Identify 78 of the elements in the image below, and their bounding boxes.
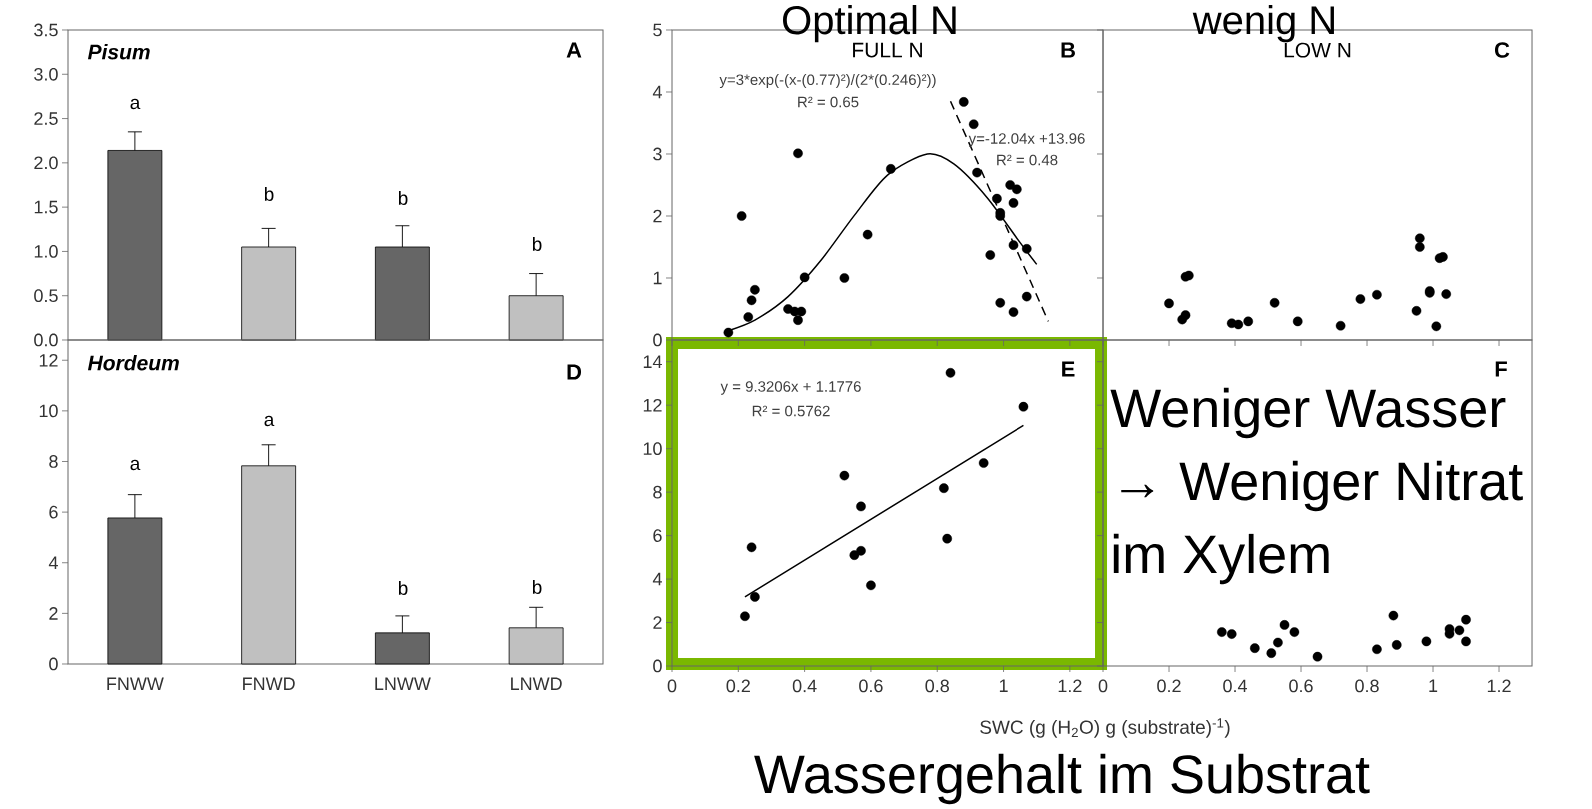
y-tick-label: 0	[49, 657, 58, 671]
y-tick-label: 4	[48, 556, 58, 569]
x-tick-label: 0.2	[726, 679, 750, 693]
annotation: b	[532, 580, 542, 594]
annotation: b	[264, 187, 274, 201]
chart-title: FULL N	[853, 42, 922, 58]
y-tick-label: 0.0	[34, 333, 58, 347]
y-tick-label: 3	[653, 147, 662, 161]
x-tick-label: 0.8	[925, 679, 949, 693]
y-tick-label: 1.0	[34, 245, 58, 258]
annotation: F	[1495, 361, 1507, 377]
y-tick-label: 0	[653, 333, 662, 347]
annotation: a	[130, 98, 141, 110]
y-tick-label: 0	[653, 659, 662, 673]
y-tick-label: 10	[39, 404, 58, 418]
annotation: wenig N	[1192, 5, 1334, 43]
y-tick-label: 10	[643, 442, 662, 456]
x-tick-label: LNWW	[375, 677, 431, 690]
chart-title: LOW N	[1284, 42, 1351, 58]
y-tick-label: 8	[49, 455, 58, 468]
x-tick-label: 1.2	[1058, 679, 1082, 693]
x-tick-label: 0.6	[1289, 679, 1313, 693]
x-tick-label: 1.2	[1487, 679, 1511, 693]
x-axis-title: SWC (g (H$_{2}$O) g (substrate)$^{-1}$)	[980, 718, 1230, 738]
y-tick-label: 2	[653, 209, 662, 223]
y-tick-label: 2.5	[34, 112, 58, 125]
x-tick-label: 1	[1429, 679, 1438, 692]
x-tick-label: 1	[999, 679, 1008, 692]
y-tick-label: 4	[652, 572, 662, 586]
y-tick-label: 2.0	[34, 156, 58, 170]
annotation: b	[398, 191, 408, 205]
annotation: D	[567, 364, 582, 380]
y-tick-label: 12	[39, 353, 58, 367]
x-tick-label: 0.4	[1223, 679, 1247, 693]
annotation: Weniger Wasser	[1110, 387, 1506, 439]
y-tick-label: 3.5	[34, 23, 58, 37]
x-tick-label: LNWD	[511, 677, 562, 690]
y-tick-label: 2	[653, 616, 662, 629]
annotation: b	[398, 581, 408, 595]
y-tick-label: 14	[643, 355, 662, 368]
annotation: C	[1494, 42, 1510, 58]
y-tick-label: 8	[653, 485, 662, 499]
text: Pisum	[87, 43, 150, 60]
annotation: R² = 0.65	[798, 96, 859, 108]
annotation: R² = 0.48	[997, 154, 1058, 166]
annotation: B	[1061, 42, 1075, 58]
annotation: R² = 0.5762	[752, 405, 830, 417]
annotation: y = 9.3206x + 1.1776	[720, 381, 861, 395]
annotation: y=3*exp(-(x-(0.77)²)/(2*(0.246)²))	[719, 74, 936, 88]
annotation: Optimal N	[783, 5, 956, 43]
x-tick-label: 0.2	[1157, 679, 1181, 693]
x-tick-label: FNWD	[243, 677, 295, 690]
y-tick-label: 5	[653, 23, 662, 37]
x-tick-label: FNWW	[107, 677, 164, 690]
y-tick-label: 3.0	[34, 67, 58, 81]
y-tick-label: 12	[643, 398, 662, 412]
annotation: y=-12.04x +13.96	[968, 133, 1085, 147]
annotation: b	[532, 237, 542, 251]
annotation: a	[264, 415, 275, 427]
y-tick-label: 1.5	[34, 200, 58, 214]
x-tick-label: 0.4	[792, 679, 817, 693]
annotation: A	[566, 42, 582, 58]
annotation: im Xylem	[1113, 533, 1329, 585]
x-tick-label: 0	[667, 679, 677, 693]
y-tick-label: 6	[653, 529, 662, 542]
y-tick-label: 4	[652, 85, 662, 99]
x-tick-label: 0.8	[1355, 679, 1379, 693]
annotation: E	[1062, 361, 1075, 377]
y-tick-label: 1	[653, 271, 662, 285]
x-tick-label: 0	[1098, 679, 1108, 693]
annotation: → Weniger Nitrat	[1121, 460, 1523, 512]
text: Wassergehalt im Substrat	[754, 753, 1370, 805]
y-tick-label: 2	[49, 607, 58, 620]
y-tick-label: 6	[49, 505, 58, 519]
x-tick-label: 0.6	[859, 679, 883, 693]
y-tick-label: 0.5	[34, 289, 58, 303]
annotation: a	[130, 459, 141, 471]
text: Hordeum	[87, 354, 179, 371]
